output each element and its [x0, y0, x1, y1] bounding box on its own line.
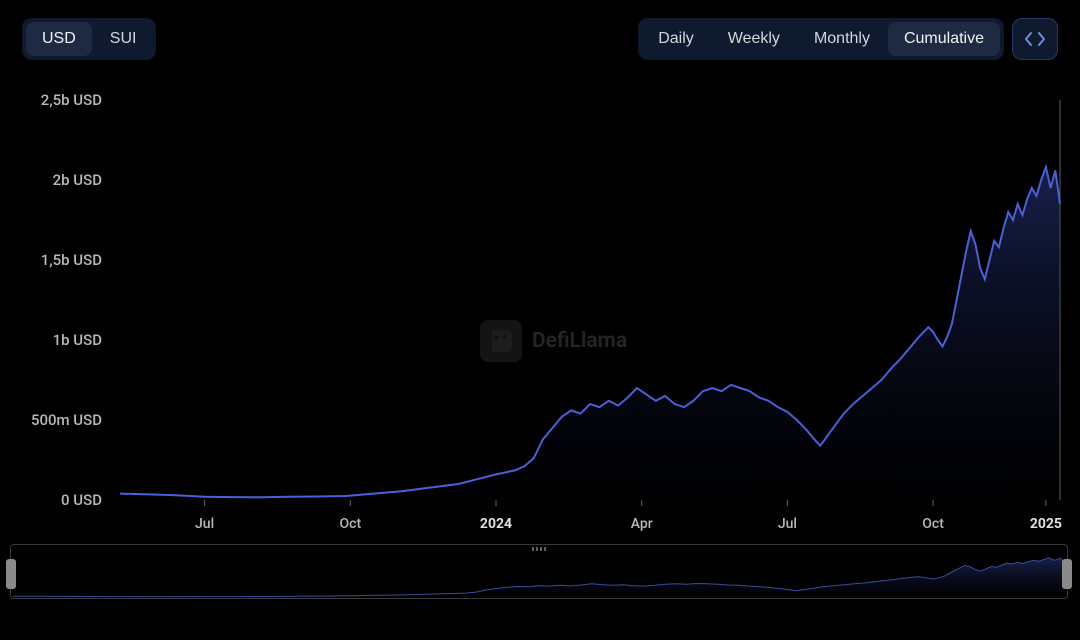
embed-button[interactable]	[1012, 18, 1058, 60]
brush-grip-icon	[525, 546, 553, 552]
currency-toggle-sui[interactable]: SUI	[94, 22, 153, 56]
code-icon	[1025, 31, 1045, 47]
currency-toggle-usd[interactable]: USD	[26, 22, 92, 56]
svg-text:Oct: Oct	[922, 516, 944, 532]
svg-text:2,5b USD: 2,5b USD	[41, 91, 102, 109]
right-controls: DailyWeeklyMonthlyCumulative	[638, 18, 1058, 60]
svg-text:Jul: Jul	[778, 516, 797, 532]
svg-text:2025: 2025	[1030, 516, 1062, 532]
svg-text:2024: 2024	[480, 516, 512, 532]
svg-text:0 USD: 0 USD	[61, 491, 102, 509]
svg-text:1,5b USD: 1,5b USD	[41, 251, 102, 269]
svg-text:1b USD: 1b USD	[53, 331, 103, 349]
interval-toggle-weekly[interactable]: Weekly	[712, 22, 796, 56]
svg-text:2b USD: 2b USD	[53, 171, 103, 189]
interval-toggle-monthly[interactable]: Monthly	[798, 22, 886, 56]
time-brush[interactable]	[10, 544, 1068, 604]
chart-toolbar: USDSUI DailyWeeklyMonthlyCumulative	[0, 0, 1080, 70]
svg-text:Oct: Oct	[339, 516, 361, 532]
svg-text:Apr: Apr	[631, 516, 653, 532]
svg-text:Jul: Jul	[195, 516, 214, 532]
brush-handle-right[interactable]	[1062, 559, 1072, 589]
interval-toggle-group: DailyWeeklyMonthlyCumulative	[638, 18, 1004, 60]
svg-text:500m USD: 500m USD	[31, 411, 102, 429]
currency-toggle-group: USDSUI	[22, 18, 156, 60]
interval-toggle-cumulative[interactable]: Cumulative	[888, 22, 1000, 56]
brush-handle-left[interactable]	[6, 559, 16, 589]
main-chart: 0 USD 500m USD 1b USD 1,5b USD 2b USD 2,5b US…	[10, 70, 1068, 540]
chart-area[interactable]: 0 USD 500m USD 1b USD 1,5b USD 2b USD 2,5b US…	[10, 70, 1068, 540]
brush-selection[interactable]	[10, 544, 1068, 599]
interval-toggle-daily[interactable]: Daily	[642, 22, 710, 56]
